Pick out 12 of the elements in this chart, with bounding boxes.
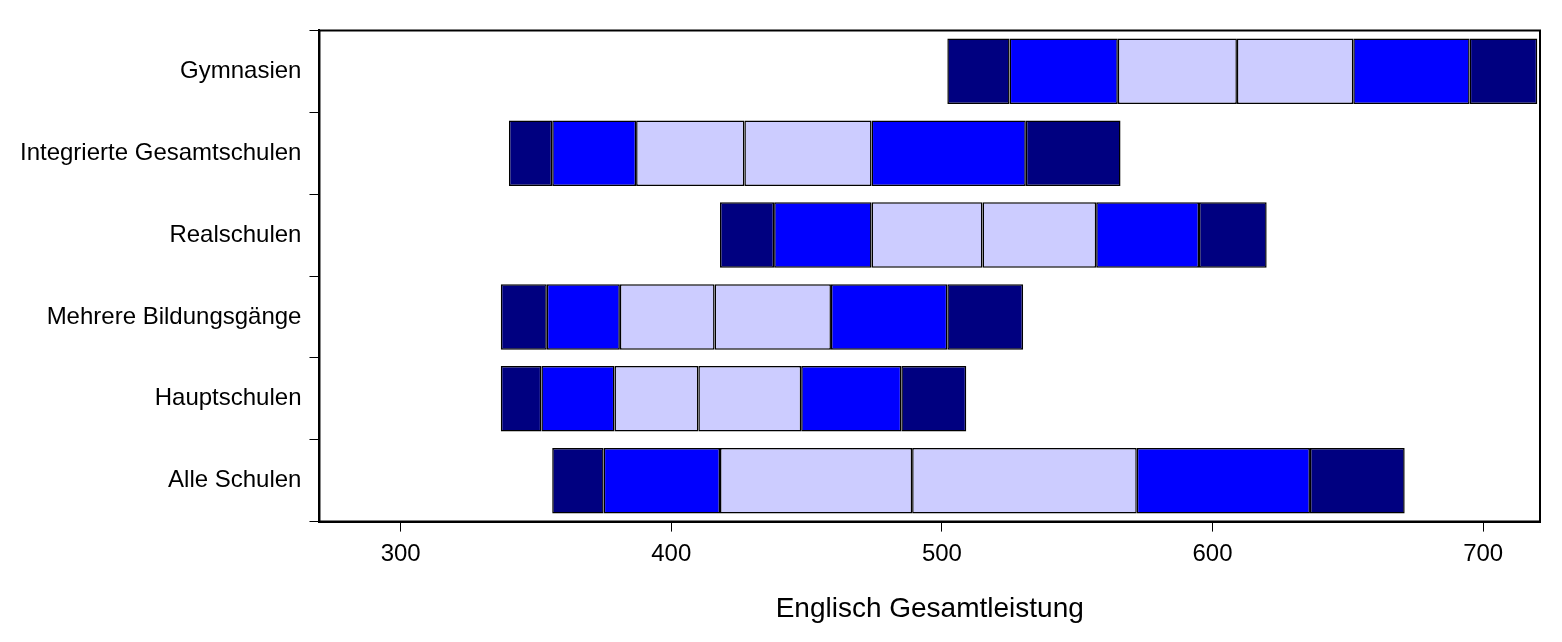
y-tick-label: Integrierte Gesamtschulen: [19, 137, 302, 165]
x-tick-label: 500: [921, 538, 962, 566]
y-tick-label: Gymnasien: [180, 55, 302, 83]
y-tick-label: Mehrere Bildungsgänge: [46, 301, 302, 329]
y-tick-label: Alle Schulen: [168, 465, 302, 493]
y-tick-label: Realschulen: [169, 219, 302, 247]
x-tick-label: 600: [1192, 538, 1233, 566]
y-tick-label: Hauptschulen: [154, 383, 302, 411]
x-axis-title: Englisch Gesamtleistung: [775, 591, 1084, 623]
x-tick-label: 300: [380, 538, 421, 566]
x-tick-label: 700: [1463, 538, 1504, 566]
x-tick-label: 400: [651, 538, 692, 566]
